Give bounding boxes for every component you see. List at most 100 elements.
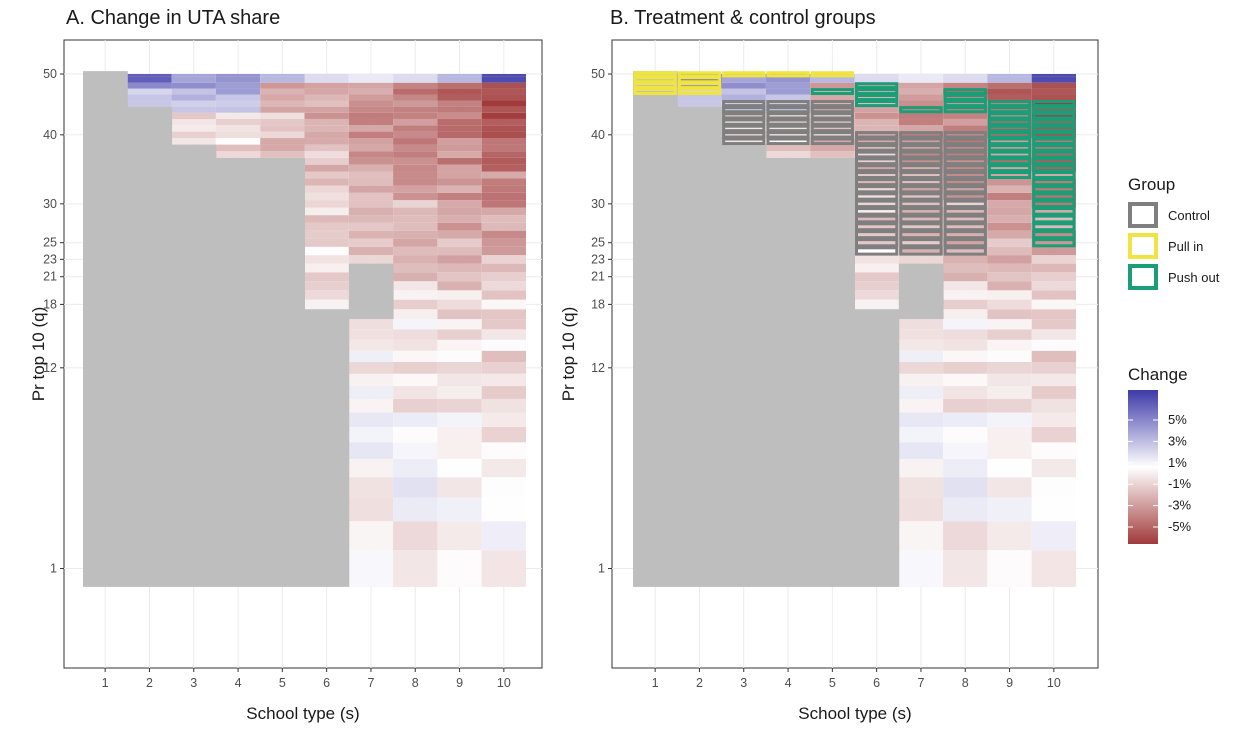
group-outline-control [810,118,855,126]
group-outline-push-out [855,88,899,96]
heatmap-cell [304,222,349,231]
group-outline-control [855,207,899,216]
heatmap-cell [481,157,526,165]
heatmap-cell [721,94,766,101]
heatmap-cell [854,76,899,83]
heatmap-cell [987,82,1032,89]
heatmap-cell [437,112,482,119]
heatmap-cell [987,412,1032,427]
heatmap-cell [1031,550,1076,587]
heatmap-cell [481,398,526,413]
heatmap-cell [437,192,482,201]
heatmap-cell [348,246,394,256]
heatmap-cell [127,100,172,107]
heatmap-cell [898,185,944,193]
group-outline-control [855,178,899,187]
heatmap-cell [437,329,482,340]
heatmap-cell [215,100,261,107]
heatmap-cell [481,281,526,291]
heatmap-cell [393,272,438,282]
heatmap-cell [393,138,438,145]
heatmap-cell [898,171,944,179]
heatmap-cell [348,255,394,264]
heatmap-cell [215,144,261,152]
heatmap-cell [437,164,482,172]
legend-label: Control [1168,208,1210,223]
heatmap-cell [898,118,944,126]
heatmap-cell [481,200,526,208]
heatmap-cell [1031,82,1076,89]
y-tick-label: 30 [43,197,57,211]
heatmap-cell [215,125,261,132]
heatmap-cell [854,118,899,126]
missing-cell [127,106,173,587]
missing-cell [83,71,128,587]
heatmap-cell [1031,398,1076,413]
group-outline-control [855,137,899,146]
heatmap-cell [171,138,216,145]
group-outline-pull-in [633,82,677,90]
heatmap-cell [393,200,438,208]
heatmap-cell [481,151,526,158]
heatmap-cell [1031,458,1076,478]
group-outline-control [810,137,855,146]
heatmap-cell [943,222,988,231]
heatmap-cell [943,339,988,351]
heatmap-cell [437,82,482,89]
missing-cell [304,309,350,587]
heatmap-cell [437,398,482,413]
group-outline-control [899,137,943,146]
heatmap-cell [260,112,305,119]
heatmap-cell [304,112,349,119]
heatmap-cell [260,82,305,89]
heatmap-cell [437,230,482,239]
heatmap-cell [348,164,394,172]
group-outline-pull-in [810,71,855,78]
heatmap-cell [898,125,944,132]
heatmap-cell [304,215,349,223]
legend-label: Pull in [1168,239,1203,254]
legend-change-label: 5% [1168,412,1187,427]
heatmap-cell [943,477,988,498]
group-outline-control [810,124,855,133]
heatmap-cell [304,94,349,101]
group-outline-control [722,124,766,133]
group-outline-pull-in [677,71,722,78]
heatmap-cell [437,290,482,300]
heatmap-cell [393,477,438,498]
group-outline-control [899,207,943,216]
heatmap-cell [854,263,899,273]
heatmap-cell [348,497,394,522]
group-outline-control [855,157,899,166]
group-outline-push-out [1032,112,1076,120]
heatmap-cell [987,138,1032,145]
heatmap-cell [260,151,305,158]
heatmap-cell [1031,329,1076,340]
heatmap-cell [481,442,526,459]
group-outline-control [899,178,943,187]
heatmap-cell [987,215,1032,223]
heatmap-cell [854,238,899,247]
heatmap-cell [987,74,1032,77]
heatmap-cell [854,88,899,95]
group-outline-control [943,207,987,216]
heatmap-cell [437,171,482,179]
heatmap-cell [898,94,944,101]
heatmap-cell [1031,222,1076,231]
x-tick-label: 6 [323,676,330,690]
heatmap-cell [721,82,766,89]
group-outline-pull-in [633,88,677,96]
heatmap-cell [943,151,988,158]
heatmap-cell [943,550,988,587]
heatmap-cell [393,131,438,139]
heatmap-cell [393,82,438,89]
heatmap-cell [393,329,438,340]
heatmap-cell [943,521,988,551]
heatmap-cell [1031,319,1076,330]
heatmap-cell [943,125,988,132]
heatmap-cell [437,88,482,95]
heatmap-cell [437,215,482,223]
heatmap-cell [437,125,482,132]
missing-cell [854,309,900,587]
heatmap-cell [898,442,944,459]
